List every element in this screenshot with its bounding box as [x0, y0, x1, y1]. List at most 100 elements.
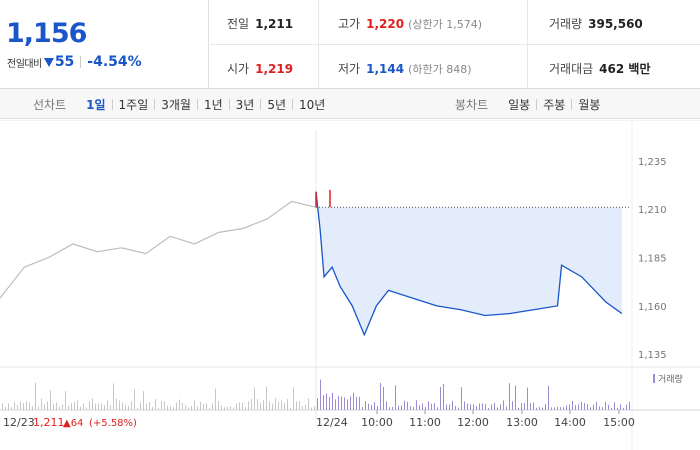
volume-bar [227, 407, 228, 410]
volume-bar [590, 407, 591, 410]
x-tick-label: 10:00 [361, 416, 393, 429]
tab-3m[interactable]: 3개월 [161, 97, 191, 112]
volume-bar [530, 403, 531, 410]
volume-bar [476, 406, 477, 410]
volume-bar [140, 402, 141, 410]
x-tick-label: 12:00 [457, 416, 489, 429]
volume-bar [263, 400, 264, 410]
volume-legend: 거래량 [658, 373, 683, 385]
volume-bar [209, 407, 210, 410]
volume-bar [125, 404, 126, 410]
stat-prev-close: 전일 1,211 [227, 15, 293, 32]
volume-bar [608, 404, 609, 410]
price-chart[interactable]: 1,235 1,210 1,185 1,160 1,135 10:00 11:00 12:00… [0, 119, 700, 450]
volume-bar [122, 402, 123, 410]
volume-bar [431, 403, 432, 410]
volume-bar [26, 401, 27, 410]
volume-bar [173, 407, 174, 410]
volume-bar [554, 407, 555, 410]
tab-1y[interactable]: 1년 [203, 97, 223, 112]
y-tick-label: 1,185 [638, 254, 667, 265]
volume-bar [158, 407, 159, 410]
volume-bar [518, 407, 519, 410]
volume-bar [2, 403, 3, 410]
volume-bar [155, 399, 156, 410]
tab-weekly[interactable]: 주봉 [543, 97, 566, 112]
volume-bar [35, 382, 36, 410]
prev-day-close: 1,211 [33, 416, 65, 429]
volume-bar [359, 396, 360, 410]
date-label: 12/24 [316, 416, 348, 429]
change-percent: -4.54% [87, 54, 142, 70]
volume-bar [74, 401, 75, 410]
volume-bar [611, 407, 612, 410]
volume-bar [452, 400, 453, 410]
volume-bar [113, 383, 114, 410]
volume-bar [587, 404, 588, 410]
volume-bar [560, 407, 561, 410]
candle-chart-label: 봉차트 [455, 97, 489, 112]
volume-bar [623, 407, 624, 410]
volume-bar [89, 401, 90, 410]
volume-bar [320, 379, 321, 410]
volume-bar [152, 406, 153, 410]
divider [527, 0, 528, 89]
divider [196, 98, 198, 110]
volume-bar [419, 405, 420, 410]
volume-bar [416, 400, 417, 410]
volume-bar [404, 400, 405, 410]
change-row: 전일대비 55 -4.54% [7, 54, 142, 70]
stat-value: 462 백만 [599, 62, 651, 76]
volume-bar [59, 406, 60, 410]
volume-bar [221, 405, 222, 410]
volume-bar [47, 401, 48, 410]
divider [260, 98, 262, 110]
tab-monthly[interactable]: 월봉 [578, 97, 601, 112]
current-day-line [315, 191, 623, 337]
volume-bar [551, 407, 552, 410]
tab-3y[interactable]: 3년 [235, 97, 255, 112]
volume-bar [449, 404, 450, 410]
volume-bar [374, 402, 375, 410]
volume-bar [200, 401, 201, 410]
stat-value: 1,220 [366, 17, 405, 31]
volume-bar [542, 407, 543, 410]
stat-label: 고가 [338, 17, 361, 31]
volume-bar [335, 399, 336, 410]
tab-10y[interactable]: 10년 [299, 97, 326, 112]
volume-bar [332, 392, 333, 410]
volume-bar [32, 406, 33, 410]
volume-bar [347, 399, 348, 410]
stat-volume: 거래량 395,560 [549, 15, 643, 32]
tab-1w[interactable]: 1주일 [118, 97, 149, 112]
volume-bar [62, 404, 63, 410]
volume-bar [479, 403, 480, 410]
volume-bar [488, 407, 489, 410]
tab-5y[interactable]: 5년 [267, 97, 287, 112]
volume-bar [302, 405, 303, 410]
stat-sub: (상한가 1,574) [408, 18, 482, 31]
volume-bar [185, 405, 186, 410]
volume-bars: 거래량 [2, 373, 683, 410]
stats-grid: 전일 1,211 고가 1,220 (상한가 1,574) 거래량 395,56… [210, 0, 700, 89]
tab-daily[interactable]: 일봉 [508, 97, 531, 112]
volume-bar [581, 401, 582, 410]
y-tick-label: 1,210 [638, 205, 667, 216]
volume-bar [398, 405, 399, 410]
volume-bar [275, 398, 276, 410]
volume-bar [14, 402, 15, 410]
stat-open: 시가 1,219 [227, 60, 293, 77]
x-tick-label: 11:00 [409, 416, 441, 429]
stat-value: 1,211 [255, 17, 294, 31]
volume-bar [344, 397, 345, 410]
volume-bar [260, 403, 261, 410]
volume-bar [548, 385, 549, 410]
tab-1d[interactable]: 1일 [86, 97, 106, 112]
volume-bar [77, 400, 78, 410]
change-value: 55 [54, 54, 75, 70]
volume-bar [269, 401, 270, 410]
volume-bar [95, 403, 96, 410]
volume-bar [305, 404, 306, 410]
prev-day-change-pct: (+5.58%) [89, 418, 137, 429]
fill-area [316, 191, 622, 335]
